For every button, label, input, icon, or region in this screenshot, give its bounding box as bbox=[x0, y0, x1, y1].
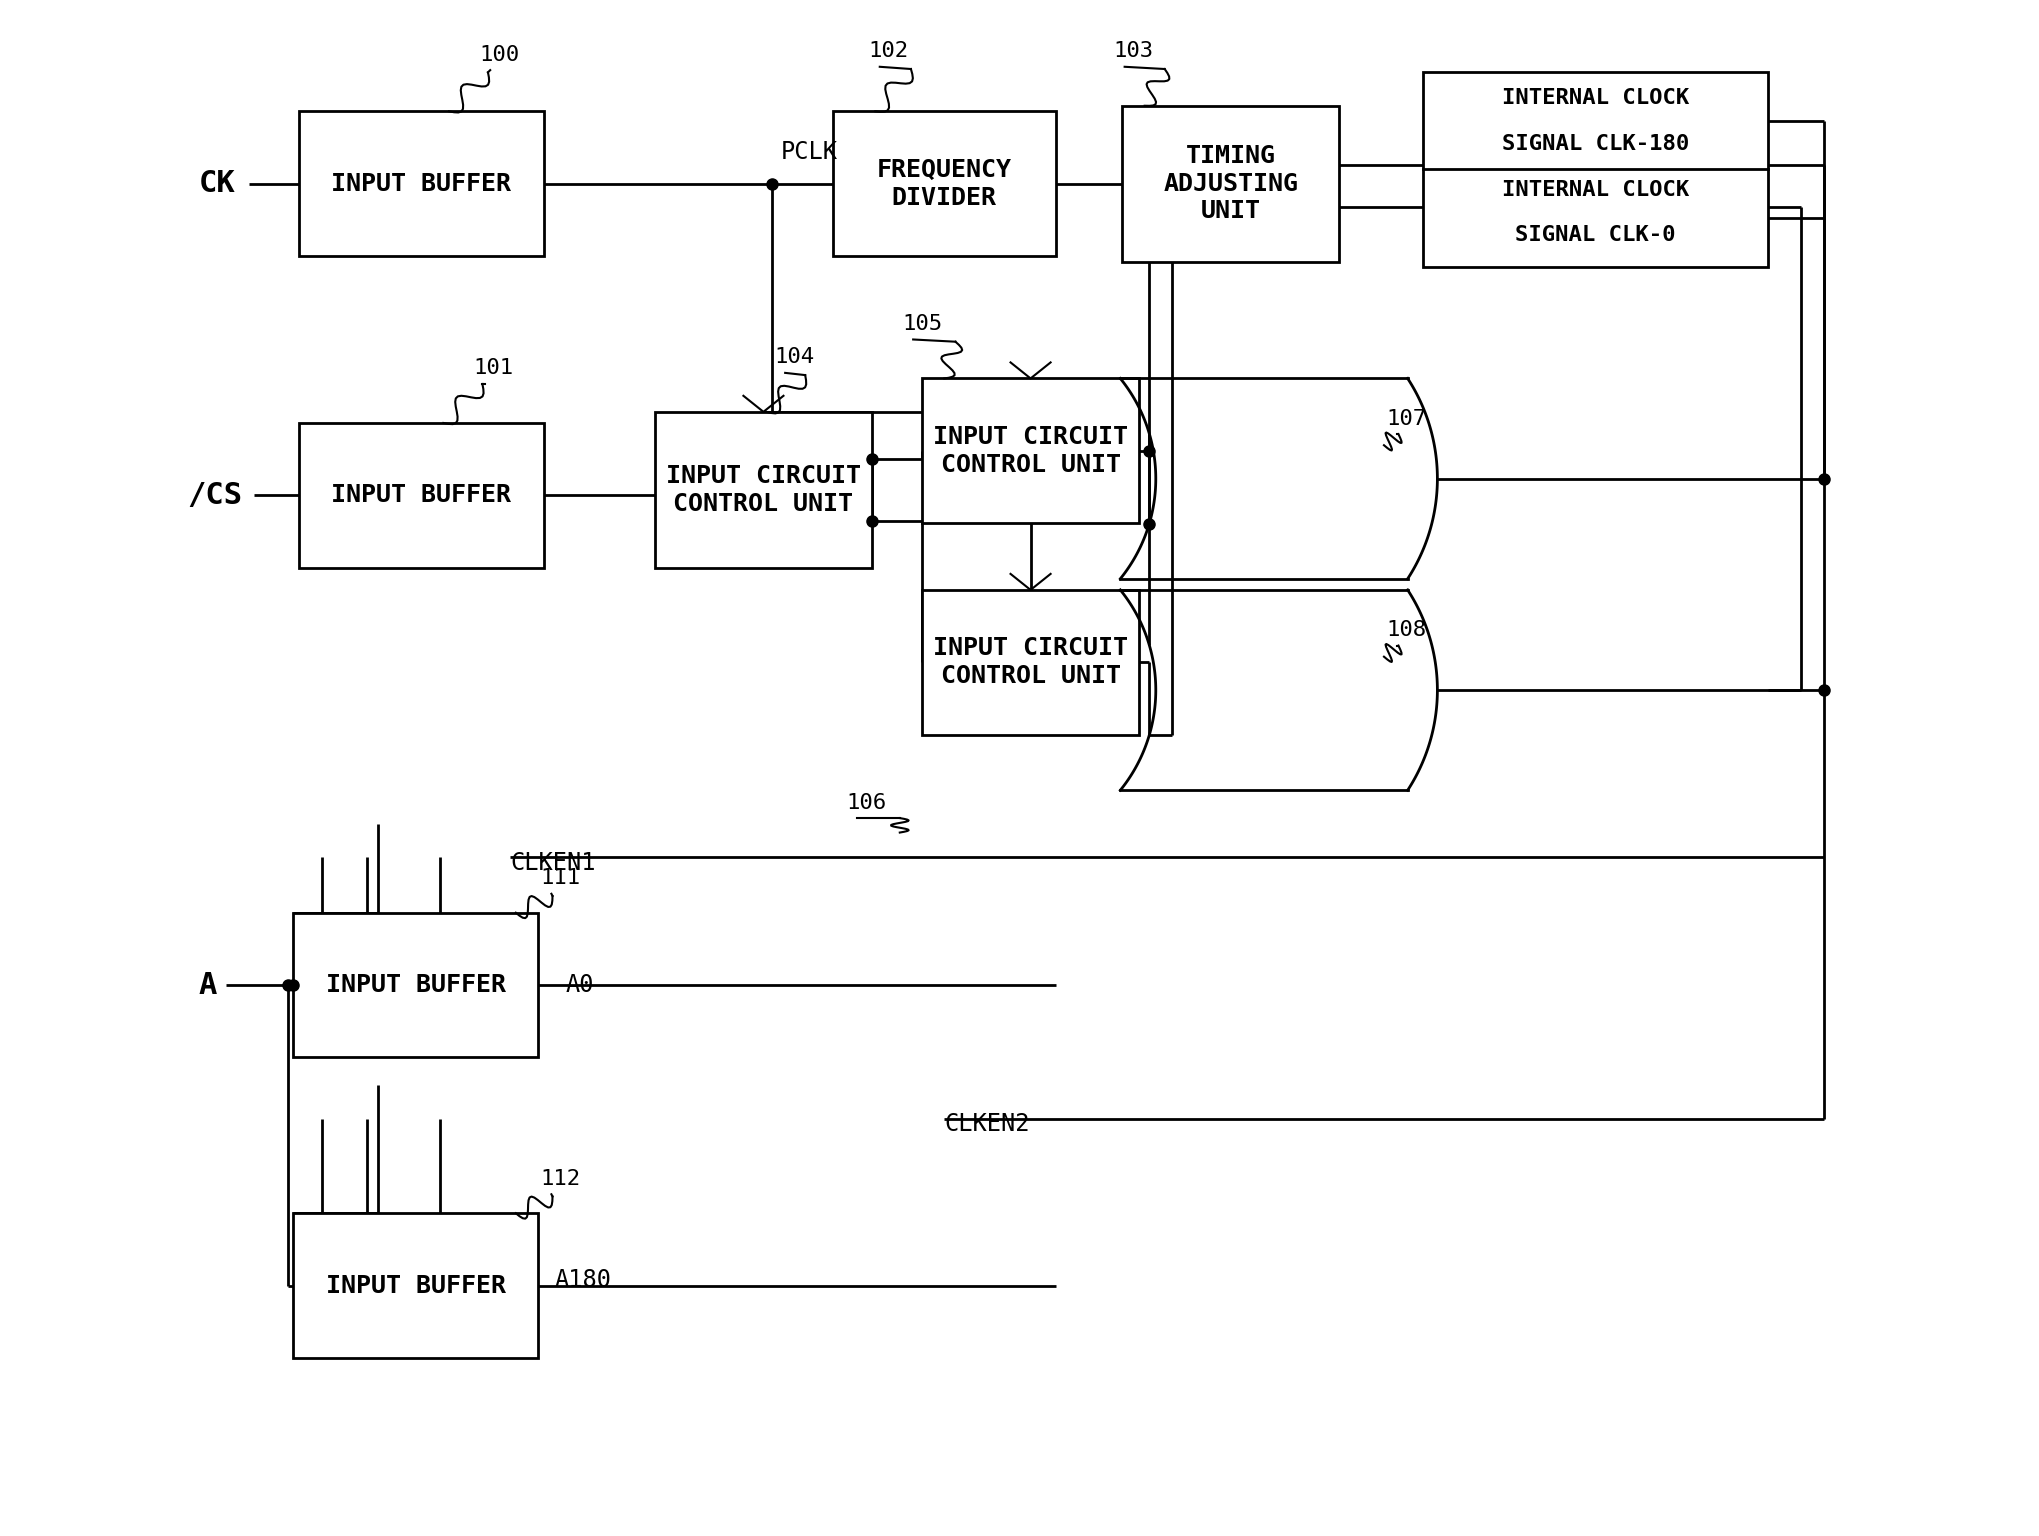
Text: 111: 111 bbox=[540, 868, 579, 888]
Text: INPUT BUFFER: INPUT BUFFER bbox=[326, 972, 506, 997]
Text: INPUT BUFFER: INPUT BUFFER bbox=[330, 172, 512, 195]
Text: 112: 112 bbox=[540, 1169, 579, 1189]
Text: 106: 106 bbox=[846, 793, 887, 813]
Text: 101: 101 bbox=[473, 358, 514, 378]
Bar bbox=[1423, 72, 1768, 267]
Bar bbox=[294, 912, 538, 1057]
Text: 108: 108 bbox=[1384, 621, 1425, 641]
Text: PCLK: PCLK bbox=[781, 140, 838, 164]
Text: 107: 107 bbox=[1384, 409, 1425, 429]
Text: A180: A180 bbox=[555, 1269, 612, 1292]
Text: 105: 105 bbox=[901, 313, 942, 333]
Text: INPUT BUFFER: INPUT BUFFER bbox=[330, 484, 512, 507]
Text: A: A bbox=[198, 971, 216, 1000]
Text: INPUT CIRCUIT
CONTROL UNIT: INPUT CIRCUIT CONTROL UNIT bbox=[665, 464, 860, 516]
Text: 103: 103 bbox=[1113, 41, 1152, 61]
Bar bbox=[922, 590, 1138, 734]
Text: CK: CK bbox=[198, 169, 234, 198]
Bar bbox=[298, 422, 542, 568]
Text: INPUT CIRCUIT
CONTROL UNIT: INPUT CIRCUIT CONTROL UNIT bbox=[932, 636, 1128, 688]
Bar bbox=[1121, 106, 1340, 261]
Text: SIGNAL CLK-180: SIGNAL CLK-180 bbox=[1501, 134, 1688, 154]
Bar bbox=[298, 111, 542, 257]
Text: INTERNAL CLOCK: INTERNAL CLOCK bbox=[1501, 180, 1688, 200]
Text: A0: A0 bbox=[565, 972, 593, 997]
Text: SIGNAL CLK-0: SIGNAL CLK-0 bbox=[1515, 224, 1674, 244]
Text: 100: 100 bbox=[479, 45, 518, 65]
Text: CLKEN2: CLKEN2 bbox=[944, 1112, 1030, 1137]
Text: /CS: /CS bbox=[188, 481, 243, 510]
Text: INPUT BUFFER: INPUT BUFFER bbox=[326, 1273, 506, 1298]
Text: 102: 102 bbox=[869, 41, 907, 61]
Text: TIMING
ADJUSTING
UNIT: TIMING ADJUSTING UNIT bbox=[1162, 144, 1297, 223]
Text: INTERNAL CLOCK: INTERNAL CLOCK bbox=[1501, 88, 1688, 108]
Text: FREQUENCY
DIVIDER: FREQUENCY DIVIDER bbox=[877, 158, 1011, 209]
Text: 104: 104 bbox=[773, 347, 814, 367]
Text: INPUT CIRCUIT
CONTROL UNIT: INPUT CIRCUIT CONTROL UNIT bbox=[932, 425, 1128, 476]
Bar bbox=[655, 412, 871, 568]
Bar bbox=[922, 378, 1138, 524]
Bar bbox=[294, 1213, 538, 1358]
Bar bbox=[832, 111, 1054, 257]
Text: CLKEN1: CLKEN1 bbox=[510, 851, 595, 874]
